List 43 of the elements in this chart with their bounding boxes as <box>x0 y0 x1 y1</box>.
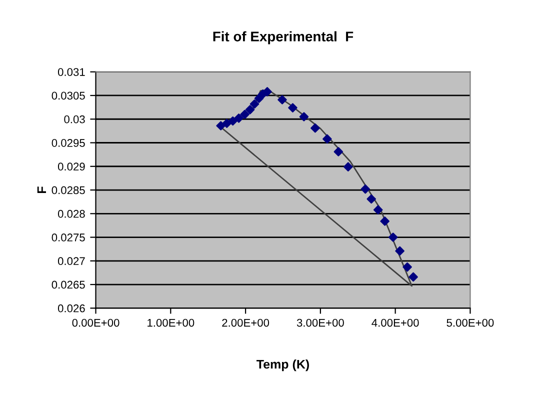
x-tick-label: 4.00E+00 <box>372 318 419 327</box>
point <box>278 95 287 104</box>
y-tick-label: 0.0265 <box>52 280 85 289</box>
point <box>380 216 390 226</box>
y-tick-label: 0.029 <box>58 162 85 171</box>
point <box>262 87 272 96</box>
point <box>216 121 226 130</box>
point <box>360 184 370 194</box>
point <box>402 262 412 272</box>
point <box>366 194 376 204</box>
y-axis-title: F <box>37 186 46 193</box>
y-tick-label: 0.0295 <box>52 139 85 147</box>
y-tick-label: 0.03 <box>64 115 85 124</box>
x-axis-title: Temp (K) <box>256 359 309 372</box>
point <box>240 110 250 120</box>
point <box>322 134 332 144</box>
point <box>344 162 353 172</box>
y-tick-label: 0.027 <box>58 257 85 266</box>
x-tick-label: 0.00E+00 <box>72 318 120 327</box>
y-tick-label: 0.026 <box>58 304 85 312</box>
chart-title: Fit of Experimental F <box>213 31 354 44</box>
point <box>373 205 383 214</box>
point <box>250 99 260 109</box>
y-tick-label: 0.0305 <box>52 92 85 100</box>
x-tick-label: 1.00E+00 <box>148 318 194 327</box>
x-tick-label: 3.00E+00 <box>296 318 344 327</box>
point <box>388 232 398 242</box>
point <box>299 112 309 122</box>
x-tick-label: 2.00E+00 <box>222 318 270 327</box>
y-tick-label: 0.0285 <box>52 186 85 194</box>
point <box>288 103 298 112</box>
point <box>228 116 238 126</box>
point <box>310 123 320 133</box>
y-tick-label: 0.031 <box>58 68 85 76</box>
y-tick-label: 0.0275 <box>52 234 85 242</box>
point <box>395 246 404 256</box>
point <box>334 147 344 156</box>
point <box>222 118 232 128</box>
point <box>408 272 418 282</box>
point <box>245 105 255 114</box>
y-tick-label: 0.028 <box>58 210 85 218</box>
x-tick-label: 5.00E+00 <box>446 318 494 327</box>
point <box>234 114 244 123</box>
